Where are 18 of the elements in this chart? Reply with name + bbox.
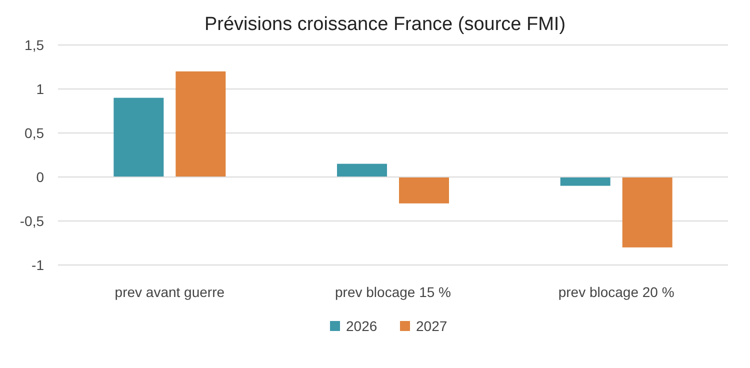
- y-tick-label: 0,5: [24, 125, 44, 141]
- x-tick-label: prev blocage 15 %: [335, 284, 451, 300]
- x-tick-label: prev blocage 20 %: [558, 284, 674, 300]
- y-tick-label: -0,5: [20, 213, 44, 229]
- bar: [622, 177, 672, 248]
- y-tick-label: 1,5: [24, 37, 44, 53]
- bar: [114, 98, 164, 177]
- bar: [560, 177, 610, 186]
- bar: [176, 71, 226, 177]
- bar: [399, 177, 449, 204]
- x-tick-label: prev avant guerre: [114, 284, 225, 300]
- chart-title: Prévisions croissance France (source FMI): [204, 14, 566, 35]
- legend-label: 2026: [346, 318, 378, 334]
- y-tick-label: -1: [32, 257, 44, 273]
- y-tick-label: 0: [36, 169, 44, 185]
- y-tick-label: 1: [36, 81, 44, 97]
- bar: [337, 164, 387, 177]
- legend-label: 2027: [416, 318, 448, 334]
